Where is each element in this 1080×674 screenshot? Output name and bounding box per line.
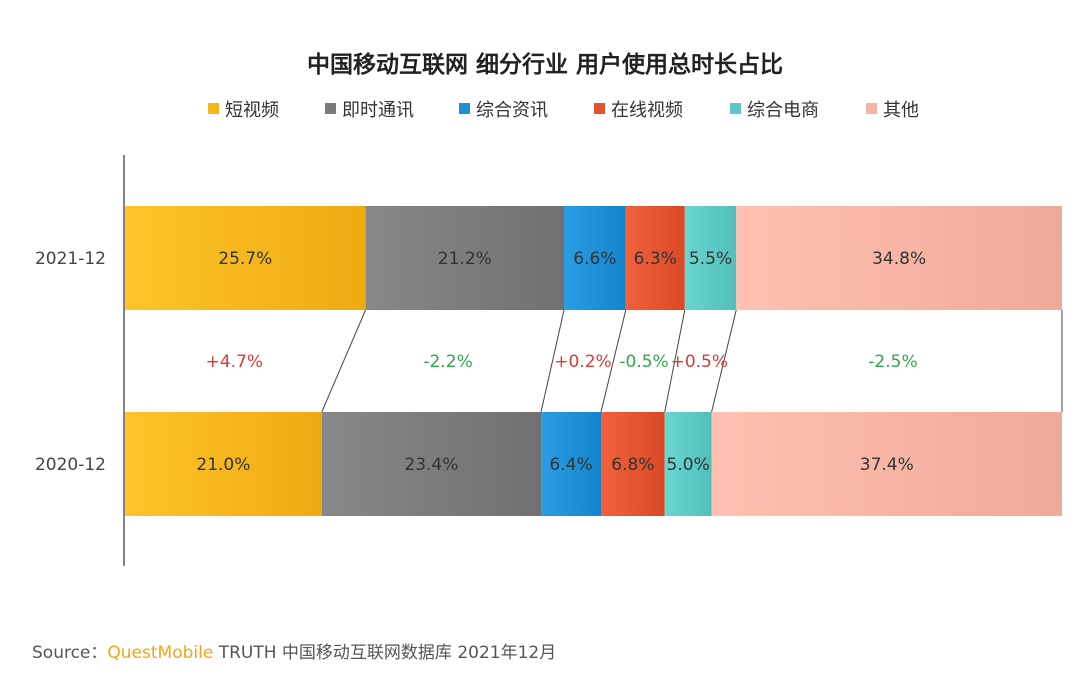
- source-text: TRUTH 中国移动互联网数据库 2021年12月: [213, 643, 557, 663]
- connector-lines: [321, 309, 1063, 413]
- connector-line: [711, 309, 737, 413]
- connector-line: [600, 309, 627, 413]
- legend: 短视频 即时通讯 综合资讯 在线视频 综合电商 其他: [208, 100, 919, 121]
- bar-segment: [564, 206, 626, 310]
- bar-segment: [125, 412, 322, 516]
- bar-segment: [711, 412, 1062, 516]
- bar-segment: [125, 206, 366, 310]
- segment-value-label: 21.0%: [196, 455, 250, 475]
- delta-label: +4.7%: [206, 352, 263, 372]
- legend-label: 综合资讯: [476, 100, 548, 121]
- legend-label: 即时通讯: [342, 100, 414, 121]
- bar-segment: [664, 412, 712, 516]
- segment-value-label: 6.4%: [549, 455, 592, 475]
- bar-segment: [736, 206, 1062, 310]
- source-prefix: Source：: [32, 643, 108, 663]
- connector-line: [540, 309, 565, 413]
- legend-swatch: [730, 103, 741, 114]
- legend-swatch: [459, 103, 470, 114]
- legend-swatch: [594, 103, 605, 114]
- connector-line: [664, 309, 686, 413]
- legend-swatch: [325, 103, 336, 114]
- segment-value-label: 5.5%: [689, 249, 732, 269]
- legend-label: 综合电商: [747, 100, 819, 121]
- delta-label: +0.2%: [554, 352, 611, 372]
- delta-label: -2.5%: [868, 352, 917, 372]
- segment-value-label: 6.8%: [611, 455, 654, 475]
- bar-segment: [684, 206, 737, 310]
- delta-label: -2.2%: [423, 352, 472, 372]
- category-labels: 2021-12 2020-12: [35, 249, 106, 475]
- bar-segment: [321, 412, 542, 516]
- delta-label: +0.5%: [671, 352, 728, 372]
- segment-value-label: 37.4%: [860, 455, 914, 475]
- legend-swatch: [208, 103, 219, 114]
- segment-value-label: 25.7%: [218, 249, 272, 269]
- bar-segment: [541, 412, 601, 516]
- bar-segment: [625, 206, 685, 310]
- segment-value-label: 21.2%: [438, 249, 492, 269]
- category-label: 2020-12: [35, 455, 106, 475]
- legend-swatch: [866, 103, 877, 114]
- segment-value-label: 23.4%: [404, 455, 458, 475]
- chart-title: 中国移动互联网 细分行业 用户使用总时长占比: [307, 51, 783, 78]
- segment-value-label: 6.3%: [634, 249, 677, 269]
- delta-label: -0.5%: [619, 352, 668, 372]
- connector-line: [321, 309, 367, 413]
- category-label: 2021-12: [35, 249, 106, 269]
- delta-labels: +4.7% -2.2% +0.2% -0.5% +0.5% -2.5%: [206, 352, 918, 372]
- segment-value-label: 6.6%: [573, 249, 616, 269]
- legend-label: 其他: [883, 100, 919, 121]
- bar-segment: [600, 412, 665, 516]
- segment-value-label: 5.0%: [667, 455, 710, 475]
- bar-segment: [365, 206, 565, 310]
- source-note: Source：QuestMobile TRUTH 中国移动互联网数据库 2021…: [32, 638, 556, 663]
- source-brand: QuestMobile: [107, 643, 214, 663]
- bars: 25.7% 21.2% 6.6% 6.3% 5.5% 34.8% 21.0% 23.4% 6.4…: [125, 206, 1062, 516]
- segment-value-label: 34.8%: [872, 249, 926, 269]
- legend-label: 短视频: [225, 100, 279, 121]
- legend-label: 在线视频: [611, 100, 683, 121]
